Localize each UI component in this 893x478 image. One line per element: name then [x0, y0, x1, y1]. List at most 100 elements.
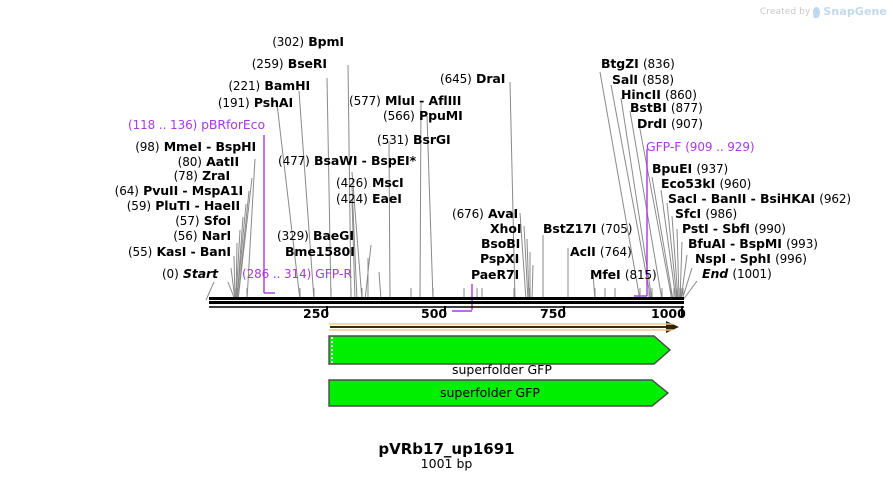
- enzyme-label-xhoi[interactable]: XhoI: [490, 222, 521, 235]
- enzyme-name: AatII: [206, 154, 239, 169]
- enzyme-label-bstbi[interactable]: BstBI (877): [630, 101, 703, 115]
- enzyme-position: (329): [277, 229, 309, 243]
- enzyme-position: (221): [228, 79, 261, 93]
- feature-label-start[interactable]: (0) Start: [162, 267, 218, 281]
- enzyme-label-pspxi[interactable]: PspXI: [480, 252, 519, 265]
- primer-label-gfp-f[interactable]: GFP-F (909 .. 929): [646, 140, 755, 154]
- enzyme-position: (78): [173, 169, 198, 183]
- enzyme-label-msci[interactable]: (426) MscI: [336, 176, 404, 190]
- enzyme-name: BsoBI: [481, 236, 521, 251]
- feature-arrow-label-1: superfolder GFP: [452, 362, 552, 377]
- enzyme-label-mmei-bsphi[interactable]: (98) MmeI - BspHI: [135, 140, 256, 154]
- enzyme-name: BsrGI: [413, 132, 451, 147]
- enzyme-name: AclI: [570, 244, 596, 259]
- enzyme-label-bamhi[interactable]: (221) BamHI: [228, 79, 310, 93]
- enzyme-label-acli[interactable]: AclI (764): [570, 245, 632, 259]
- enzyme-label-drdi[interactable]: DrdI (907): [637, 117, 703, 131]
- enzyme-position: (55): [127, 245, 153, 259]
- enzyme-label-zrai[interactable]: (78) ZraI: [173, 169, 231, 183]
- primer-label-gfp-r[interactable]: (286 .. 314) GFP-R: [242, 267, 352, 281]
- plasmid-name-text: pVRb17_up1691: [378, 440, 515, 458]
- enzyme-name: PstI - SbfI: [682, 221, 750, 236]
- enzyme-label-pshai[interactable]: (191) PshAI: [218, 96, 293, 110]
- enzyme-label-pvuii-mspa1i[interactable]: (64) PvuII - MspA1I: [115, 184, 243, 198]
- enzyme-name: MfeI: [590, 267, 621, 282]
- enzyme-label-mfei[interactable]: MfeI (815): [590, 268, 657, 282]
- enzyme-label-nspi-sphi[interactable]: NspI - SphI (996): [695, 252, 807, 266]
- enzyme-label-bsobi[interactable]: BsoBI: [481, 237, 520, 250]
- enzyme-position: (877): [670, 101, 703, 115]
- enzyme-name: PaeR7I: [471, 267, 520, 282]
- enzyme-position: (858): [642, 73, 675, 87]
- enzyme-name: SfoI: [203, 213, 231, 228]
- enzyme-name: MluI - AflIII: [385, 93, 462, 108]
- enzyme-position: (477): [278, 154, 310, 168]
- enzyme-name: BpmI: [308, 34, 344, 49]
- enzyme-label-eco53ki[interactable]: Eco53kI (960): [661, 177, 751, 191]
- plasmid-backbone-line: [209, 297, 684, 300]
- enzyme-label-bstz17i[interactable]: BstZ17I (705): [543, 222, 633, 236]
- enzyme-position: (531): [377, 133, 409, 147]
- ruler-tick-500: 500: [421, 306, 447, 321]
- plasmid-backbone-line-2: [209, 301, 684, 304]
- enzyme-position: (676): [452, 207, 484, 221]
- enzyme-name: AvaI: [488, 206, 519, 221]
- enzyme-name: KasI - BanI: [156, 244, 231, 259]
- enzyme-position: (56): [173, 229, 198, 243]
- enzyme-position: (993): [786, 237, 818, 251]
- enzyme-label-btgzi[interactable]: BtgZI (836): [601, 57, 675, 71]
- enzyme-label-baegi[interactable]: (329) BaeGI: [277, 229, 354, 243]
- ruler-tick-value: 1000: [651, 306, 686, 321]
- primer-label-pbrforeco[interactable]: (118 .. 136) pBRforEco: [128, 118, 265, 132]
- enzyme-label-mlui-afliii[interactable]: (577) MluI - AflIII: [349, 94, 461, 108]
- enzyme-label-paer7i[interactable]: PaeR7I: [471, 268, 519, 281]
- enzyme-name: XhoI: [490, 221, 522, 236]
- enzyme-label-sali[interactable]: SalI (858): [612, 73, 674, 87]
- enzyme-position: (705): [600, 222, 633, 236]
- enzyme-label-bpmi[interactable]: (302) BpmI: [272, 35, 344, 49]
- enzyme-label-aatii[interactable]: (80) AatII: [178, 155, 239, 169]
- ruler-tick-1000: 1000: [651, 306, 686, 321]
- enzyme-label-sfoi[interactable]: (57) SfoI: [175, 214, 231, 228]
- enzyme-label-kasi-bani[interactable]: (55) KasI - BanI: [128, 245, 231, 259]
- enzyme-name: NspI - SphI: [695, 251, 771, 266]
- plasmid-size-text: 1001 bp: [420, 456, 473, 471]
- enzyme-label-ppumi[interactable]: (566) PpuMI: [383, 109, 463, 123]
- enzyme-label-hincii[interactable]: HincII (860): [621, 88, 697, 102]
- enzyme-name: BamHI: [264, 78, 310, 93]
- feature-position: (1001): [732, 267, 772, 281]
- enzyme-label-psti-sbfi[interactable]: PstI - SbfI (990): [682, 222, 786, 236]
- enzyme-label-eaei[interactable]: (424) EaeI: [336, 192, 402, 206]
- enzyme-label-bpuei[interactable]: BpuEI (937): [652, 162, 728, 176]
- enzyme-label-bsrgi[interactable]: (531) BsrGI: [377, 133, 451, 147]
- enzyme-name: Eco53kI: [661, 176, 716, 191]
- enzyme-label-drai[interactable]: (645) DraI: [440, 72, 505, 86]
- enzyme-label-nari[interactable]: (56) NarI: [173, 229, 231, 243]
- page-title: pVRb17_up1691: [0, 440, 893, 458]
- enzyme-name: NarI: [201, 228, 231, 243]
- enzyme-label-pluti-haeii[interactable]: (59) PluTI - HaeII: [127, 199, 240, 213]
- enzyme-label-bfuai-bspmi[interactable]: BfuAI - BspMI (993): [688, 237, 818, 251]
- enzyme-label-bme1580i[interactable]: Bme1580I: [285, 245, 355, 258]
- enzyme-label-sfci[interactable]: SfcI (986): [675, 207, 737, 221]
- enzyme-label-avai[interactable]: (676) AvaI: [452, 207, 518, 221]
- primer-name: GFP-R: [315, 266, 352, 281]
- enzyme-label-bsawi-bspei[interactable]: (477) BsaWI - BspEI*: [278, 154, 416, 168]
- primer-name: pBRforEco: [201, 117, 265, 132]
- enzyme-position: (907): [671, 117, 703, 131]
- enzyme-position: (860): [665, 88, 697, 102]
- enzyme-label-bseri[interactable]: (259) BseRI: [252, 57, 327, 71]
- feature-name: Start: [182, 266, 218, 281]
- enzyme-name: BaeGI: [313, 228, 354, 243]
- enzyme-name: SfcI: [675, 206, 702, 221]
- ruler-tick-value: 500: [421, 306, 448, 321]
- enzyme-position: (566): [383, 109, 415, 123]
- feature-label-end[interactable]: End (1001): [702, 267, 772, 281]
- enzyme-name: BstBI: [630, 100, 667, 115]
- enzyme-position: (98): [135, 140, 160, 154]
- enzyme-label-saci-banii-bsihkai[interactable]: SacI - BanII - BsiHKAI (962): [668, 192, 851, 206]
